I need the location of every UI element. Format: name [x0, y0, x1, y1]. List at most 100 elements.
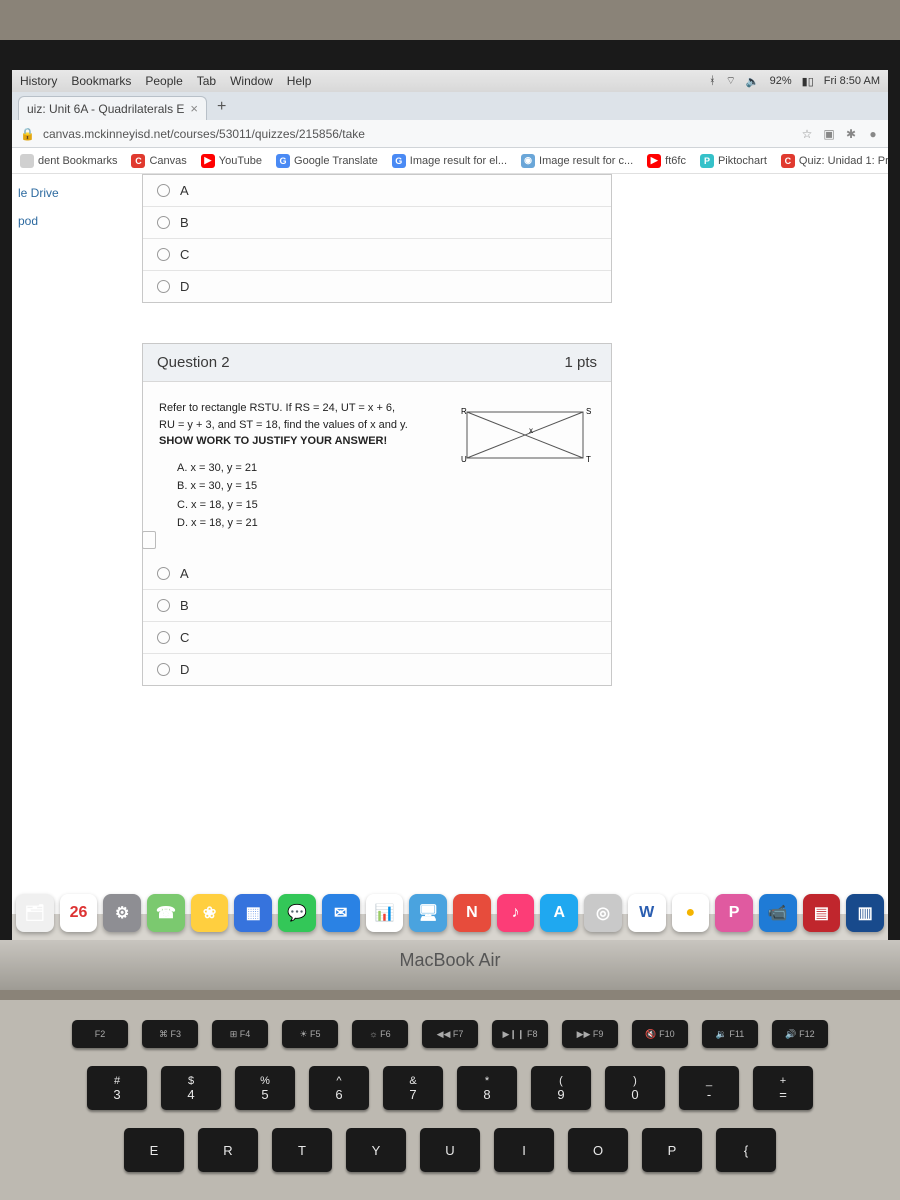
number-key[interactable]: (9	[531, 1066, 591, 1110]
dock-app-icon[interactable]: 💬	[278, 894, 316, 932]
dock-app-icon[interactable]: P	[715, 894, 753, 932]
number-key[interactable]: *8	[457, 1066, 517, 1110]
function-key[interactable]: ▶❙❙ F8	[492, 1020, 548, 1048]
dock-app-icon[interactable]: ☎︎	[147, 894, 185, 932]
letter-key[interactable]: {	[716, 1128, 776, 1172]
browser-tab[interactable]: uiz: Unit 6A - Quadrilaterals E ×	[18, 96, 207, 120]
bookmark-item[interactable]: CQuiz: Unidad 1: Pr...	[781, 154, 888, 168]
option-label: C	[180, 247, 189, 262]
menu-item[interactable]: People	[145, 74, 182, 88]
flag-question-icon[interactable]	[142, 531, 156, 549]
bookmark-item[interactable]: dent Bookmarks	[20, 154, 117, 168]
radio-icon	[157, 248, 170, 261]
dock-app-icon[interactable]: N	[453, 894, 491, 932]
function-key[interactable]: ⌘ F3	[142, 1020, 198, 1048]
answer-option[interactable]: D	[143, 653, 611, 685]
new-tab-button[interactable]: +	[207, 94, 236, 120]
dock-app-icon[interactable]: ●	[672, 894, 710, 932]
radio-icon	[157, 663, 170, 676]
bluetooth-icon[interactable]: ᚼ	[709, 75, 716, 87]
clock[interactable]: Fri 8:50 AM	[824, 75, 880, 87]
function-key[interactable]: ⊞ F4	[212, 1020, 268, 1048]
dock-app-icon[interactable]: ▥	[846, 894, 884, 932]
url-text[interactable]: canvas.mckinneyisd.net/courses/53011/qui…	[43, 127, 792, 141]
menu-item[interactable]: Tab	[197, 74, 216, 88]
letter-key[interactable]: O	[568, 1128, 628, 1172]
dock-app-icon[interactable]: ✉︎	[322, 894, 360, 932]
lock-icon: 🔒	[20, 127, 35, 141]
menu-item[interactable]: Window	[230, 74, 273, 88]
volume-icon[interactable]: 🔈	[746, 75, 760, 88]
function-key[interactable]: ☼ F6	[352, 1020, 408, 1048]
browser-tabstrip: uiz: Unit 6A - Quadrilaterals E × +	[12, 92, 888, 120]
number-key[interactable]: )0	[605, 1066, 665, 1110]
answer-option[interactable]: B	[143, 206, 611, 238]
dock-app-icon[interactable]: 26	[60, 894, 98, 932]
function-key[interactable]: ☀︎ F5	[282, 1020, 338, 1048]
favicon: G	[276, 154, 290, 168]
dock-app-icon[interactable]: A	[540, 894, 578, 932]
profile-icon[interactable]: ●	[866, 127, 880, 141]
menu-item[interactable]: Bookmarks	[71, 74, 131, 88]
letter-key[interactable]: E	[124, 1128, 184, 1172]
function-key[interactable]: ▶▶ F9	[562, 1020, 618, 1048]
extension-icon[interactable]: ✱	[844, 127, 858, 141]
number-key[interactable]: #3	[87, 1066, 147, 1110]
answer-option[interactable]: D	[143, 270, 611, 302]
number-key[interactable]: $4	[161, 1066, 221, 1110]
number-key[interactable]: _-	[679, 1066, 739, 1110]
answer-option[interactable]: B	[143, 589, 611, 621]
dock-app-icon[interactable]: 🖥	[409, 894, 447, 932]
function-key[interactable]: ◀◀ F7	[422, 1020, 478, 1048]
letter-key[interactable]: T	[272, 1128, 332, 1172]
dock-app-icon[interactable]: 📹	[759, 894, 797, 932]
bookmark-item[interactable]: GImage result for el...	[392, 154, 507, 168]
dock-app-icon[interactable]: ❀	[191, 894, 229, 932]
dock-app-icon[interactable]: 📊	[366, 894, 404, 932]
menu-item[interactable]: Help	[287, 74, 312, 88]
function-key[interactable]: 🔉 F11	[702, 1020, 758, 1048]
dock-app-icon[interactable]: ⚙︎	[103, 894, 141, 932]
radio-icon	[157, 280, 170, 293]
bookmark-item[interactable]: ▶ft6fc	[647, 154, 686, 168]
number-key[interactable]: +=	[753, 1066, 813, 1110]
number-key[interactable]: ^6	[309, 1066, 369, 1110]
function-key[interactable]: F2	[72, 1020, 128, 1048]
letter-key[interactable]: P	[642, 1128, 702, 1172]
tab-close-icon[interactable]: ×	[190, 101, 198, 116]
letter-key[interactable]: I	[494, 1128, 554, 1172]
radio-icon	[157, 567, 170, 580]
dock-app-icon[interactable]: ♪	[497, 894, 535, 932]
favicon: C	[781, 154, 795, 168]
star-icon[interactable]: ☆	[800, 127, 814, 141]
wifi-icon[interactable]: ⌔	[726, 74, 736, 88]
bookmark-item[interactable]: ▶YouTube	[201, 154, 262, 168]
sidebar-link[interactable]: le Drive	[18, 186, 76, 200]
answer-option[interactable]: C	[143, 238, 611, 270]
bookmark-item[interactable]: CCanvas	[131, 154, 186, 168]
letter-key[interactable]: Y	[346, 1128, 406, 1172]
function-key[interactable]: 🔊 F12	[772, 1020, 828, 1048]
dock-app-icon[interactable]: ▤	[803, 894, 841, 932]
favicon: ◉	[521, 154, 535, 168]
sidebar-link[interactable]: pod	[18, 214, 76, 228]
choice-text: B. x = 30, y = 15	[177, 478, 445, 495]
answer-option[interactable]: A	[143, 175, 611, 206]
bookmark-item[interactable]: PPiktochart	[700, 154, 767, 168]
dock-app-icon[interactable]: ◎	[584, 894, 622, 932]
number-key[interactable]: %5	[235, 1066, 295, 1110]
dock-app-icon[interactable]: ▦	[234, 894, 272, 932]
extension-icon[interactable]: ▣	[822, 127, 836, 141]
number-key[interactable]: &7	[383, 1066, 443, 1110]
letter-key[interactable]: U	[420, 1128, 480, 1172]
function-key[interactable]: 🔇 F10	[632, 1020, 688, 1048]
answer-option[interactable]: C	[143, 621, 611, 653]
answer-option[interactable]: A	[143, 558, 611, 589]
dock-app-icon[interactable]: W	[628, 894, 666, 932]
dock-app-icon[interactable]: 🗂	[16, 894, 54, 932]
menu-item[interactable]: History	[20, 74, 57, 88]
dock: 🗂26⚙︎☎︎❀▦💬✉︎📊🖥N♪A◎W●P📹▤▥	[12, 890, 888, 936]
letter-key[interactable]: R	[198, 1128, 258, 1172]
bookmark-item[interactable]: GGoogle Translate	[276, 154, 378, 168]
bookmark-item[interactable]: ◉Image result for c...	[521, 154, 633, 168]
